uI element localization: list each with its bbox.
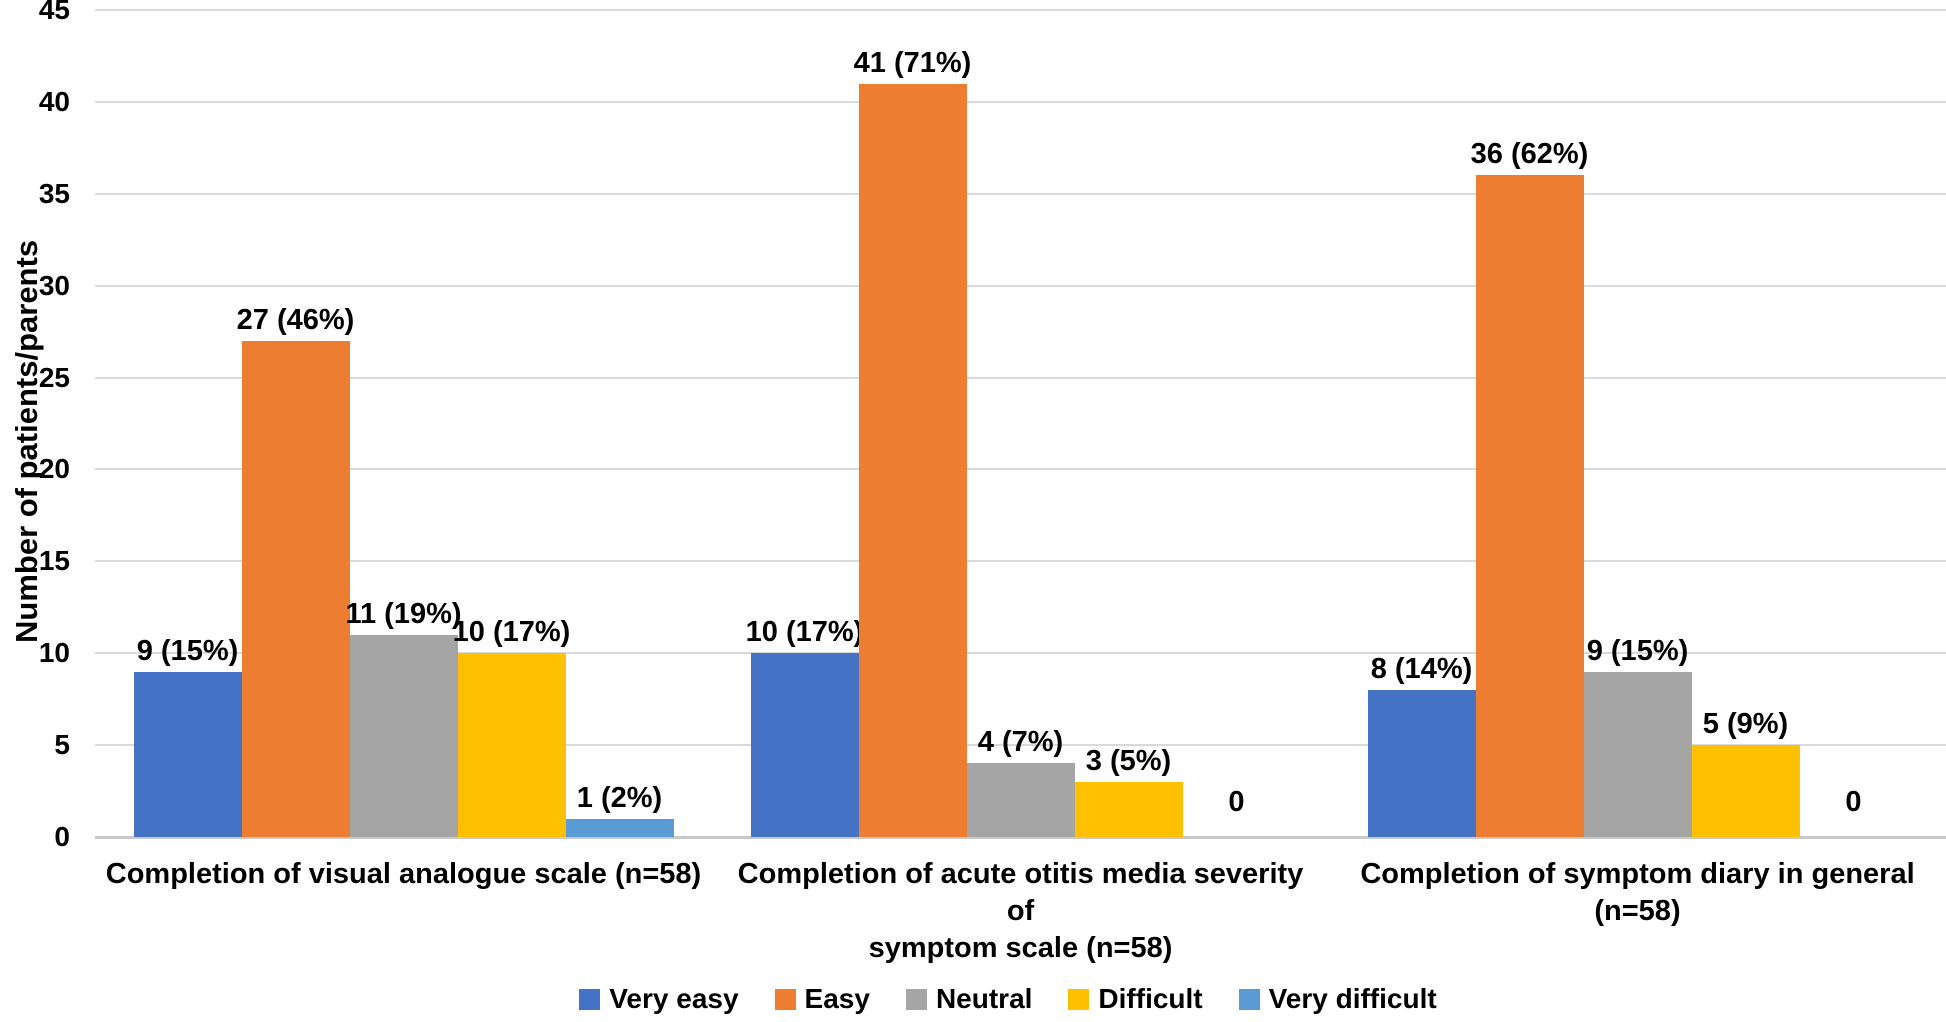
y-tick-label-20: 20 [38, 453, 70, 485]
category-label-2: Completion of acute otitis media severit… [721, 856, 1321, 967]
bar-neutral-group-1 [349, 635, 458, 837]
gridline-y-40 [95, 100, 1946, 103]
y-tick-label-40: 40 [38, 85, 70, 117]
data-label-difficult-group-1: 10 (17%) [452, 616, 571, 648]
gridline-y-35 [95, 192, 1946, 195]
y-axis-title: Number of patients/parents [9, 239, 44, 643]
legend-swatch-icon-easy [774, 988, 796, 1010]
bar-difficult-group-3 [1691, 745, 1800, 837]
category-label-3: Completion of symptom diary in general (… [1338, 856, 1938, 930]
category-label-line: Completion of symptom diary in general (… [1360, 858, 1915, 927]
category-label-line: symptom scale (n=58) [868, 932, 1173, 964]
gridline-y-5 [95, 744, 1946, 747]
legend-item-difficult: Difficult [1068, 983, 1203, 1014]
data-label-easy-group-2: 41 (71%) [853, 47, 972, 79]
y-tick-label-5: 5 [54, 729, 70, 761]
bar-very-easy-group-3 [1367, 690, 1476, 837]
y-tick-label-0: 0 [54, 821, 70, 852]
bar-very-easy-group-2 [750, 653, 859, 837]
gridline-y-45 [95, 9, 1946, 11]
gridline-y-20 [95, 468, 1946, 471]
data-label-very-difficult-group-1: 1 (2%) [576, 782, 663, 814]
data-label-easy-group-1: 27 (46%) [236, 304, 355, 336]
data-label-very-easy-group-3: 8 (14%) [1370, 653, 1473, 685]
legend-label-very-difficult: Very difficult [1268, 983, 1437, 1014]
bar-easy-group-2 [858, 84, 967, 837]
legend-label-easy: Easy [804, 983, 870, 1014]
y-tick-label-15: 15 [38, 545, 70, 577]
bar-very-difficult-group-1 [565, 819, 674, 837]
bar-easy-group-3 [1475, 175, 1584, 837]
y-tick-label-45: 45 [38, 0, 70, 25]
plot-area: 0 5 10 15 20 25 30 35 40 45 9 (15%) 27 (46%) 11 (19%… [39, 0, 1946, 1022]
data-label-neutral-group-2: 4 (7%) [977, 726, 1064, 758]
bar-very-easy-group-1 [133, 672, 242, 837]
legend-swatch-icon-difficult [1068, 988, 1090, 1010]
legend-item-neutral: Neutral [905, 983, 1033, 1014]
legend-item-easy: Easy [774, 983, 870, 1014]
bar-neutral-group-2 [966, 763, 1075, 837]
gridline-y-25 [95, 376, 1946, 379]
y-tick-label-30: 30 [38, 269, 70, 301]
data-label-neutral-group-3: 9 (15%) [1586, 635, 1689, 667]
legend-item-very-easy: Very easy [579, 983, 739, 1014]
category-label-line: Completion of acute otitis media severit… [737, 858, 1304, 927]
data-label-very-difficult-group-2: 0 [1228, 786, 1245, 818]
legend-label-difficult: Difficult [1098, 983, 1203, 1014]
y-tick-label-10: 10 [38, 637, 70, 669]
legend-label-neutral: Neutral [935, 983, 1033, 1014]
data-label-very-easy-group-2: 10 (17%) [745, 616, 864, 648]
legend-label-very-easy: Very easy [609, 983, 739, 1014]
legend-item-very-difficult: Very difficult [1238, 983, 1437, 1014]
data-label-very-easy-group-1: 9 (15%) [136, 635, 239, 667]
gridline-y-15 [95, 560, 1946, 563]
bar-easy-group-1 [241, 341, 350, 837]
data-label-neutral-group-1: 11 (19%) [345, 598, 462, 630]
data-label-difficult-group-2: 3 (5%) [1085, 745, 1172, 777]
gridline-y-30 [95, 284, 1946, 287]
legend-swatch-icon-very-difficult [1238, 988, 1260, 1010]
data-label-easy-group-3: 36 (62%) [1470, 138, 1589, 170]
gridline-y-10 [95, 652, 1946, 655]
bar-neutral-group-3 [1583, 672, 1692, 837]
bar-difficult-group-2 [1074, 782, 1183, 837]
y-tick-label-25: 25 [38, 361, 70, 393]
data-label-difficult-group-3: 5 (9%) [1702, 708, 1789, 740]
category-label-line: Completion of visual analogue scale (n=5… [105, 858, 702, 890]
bar-difficult-group-1 [457, 653, 566, 837]
category-label-1: Completion of visual analogue scale (n=5… [104, 856, 704, 893]
data-label-very-difficult-group-3: 0 [1845, 786, 1862, 818]
y-tick-label-35: 35 [38, 177, 70, 209]
legend-swatch-icon-neutral [905, 988, 927, 1010]
legend-swatch-icon-very-easy [579, 988, 601, 1010]
chart-legend: Very easy Easy Neutral Difficult Very diffic… [35, 984, 1946, 1014]
x-axis-line [95, 836, 1946, 839]
